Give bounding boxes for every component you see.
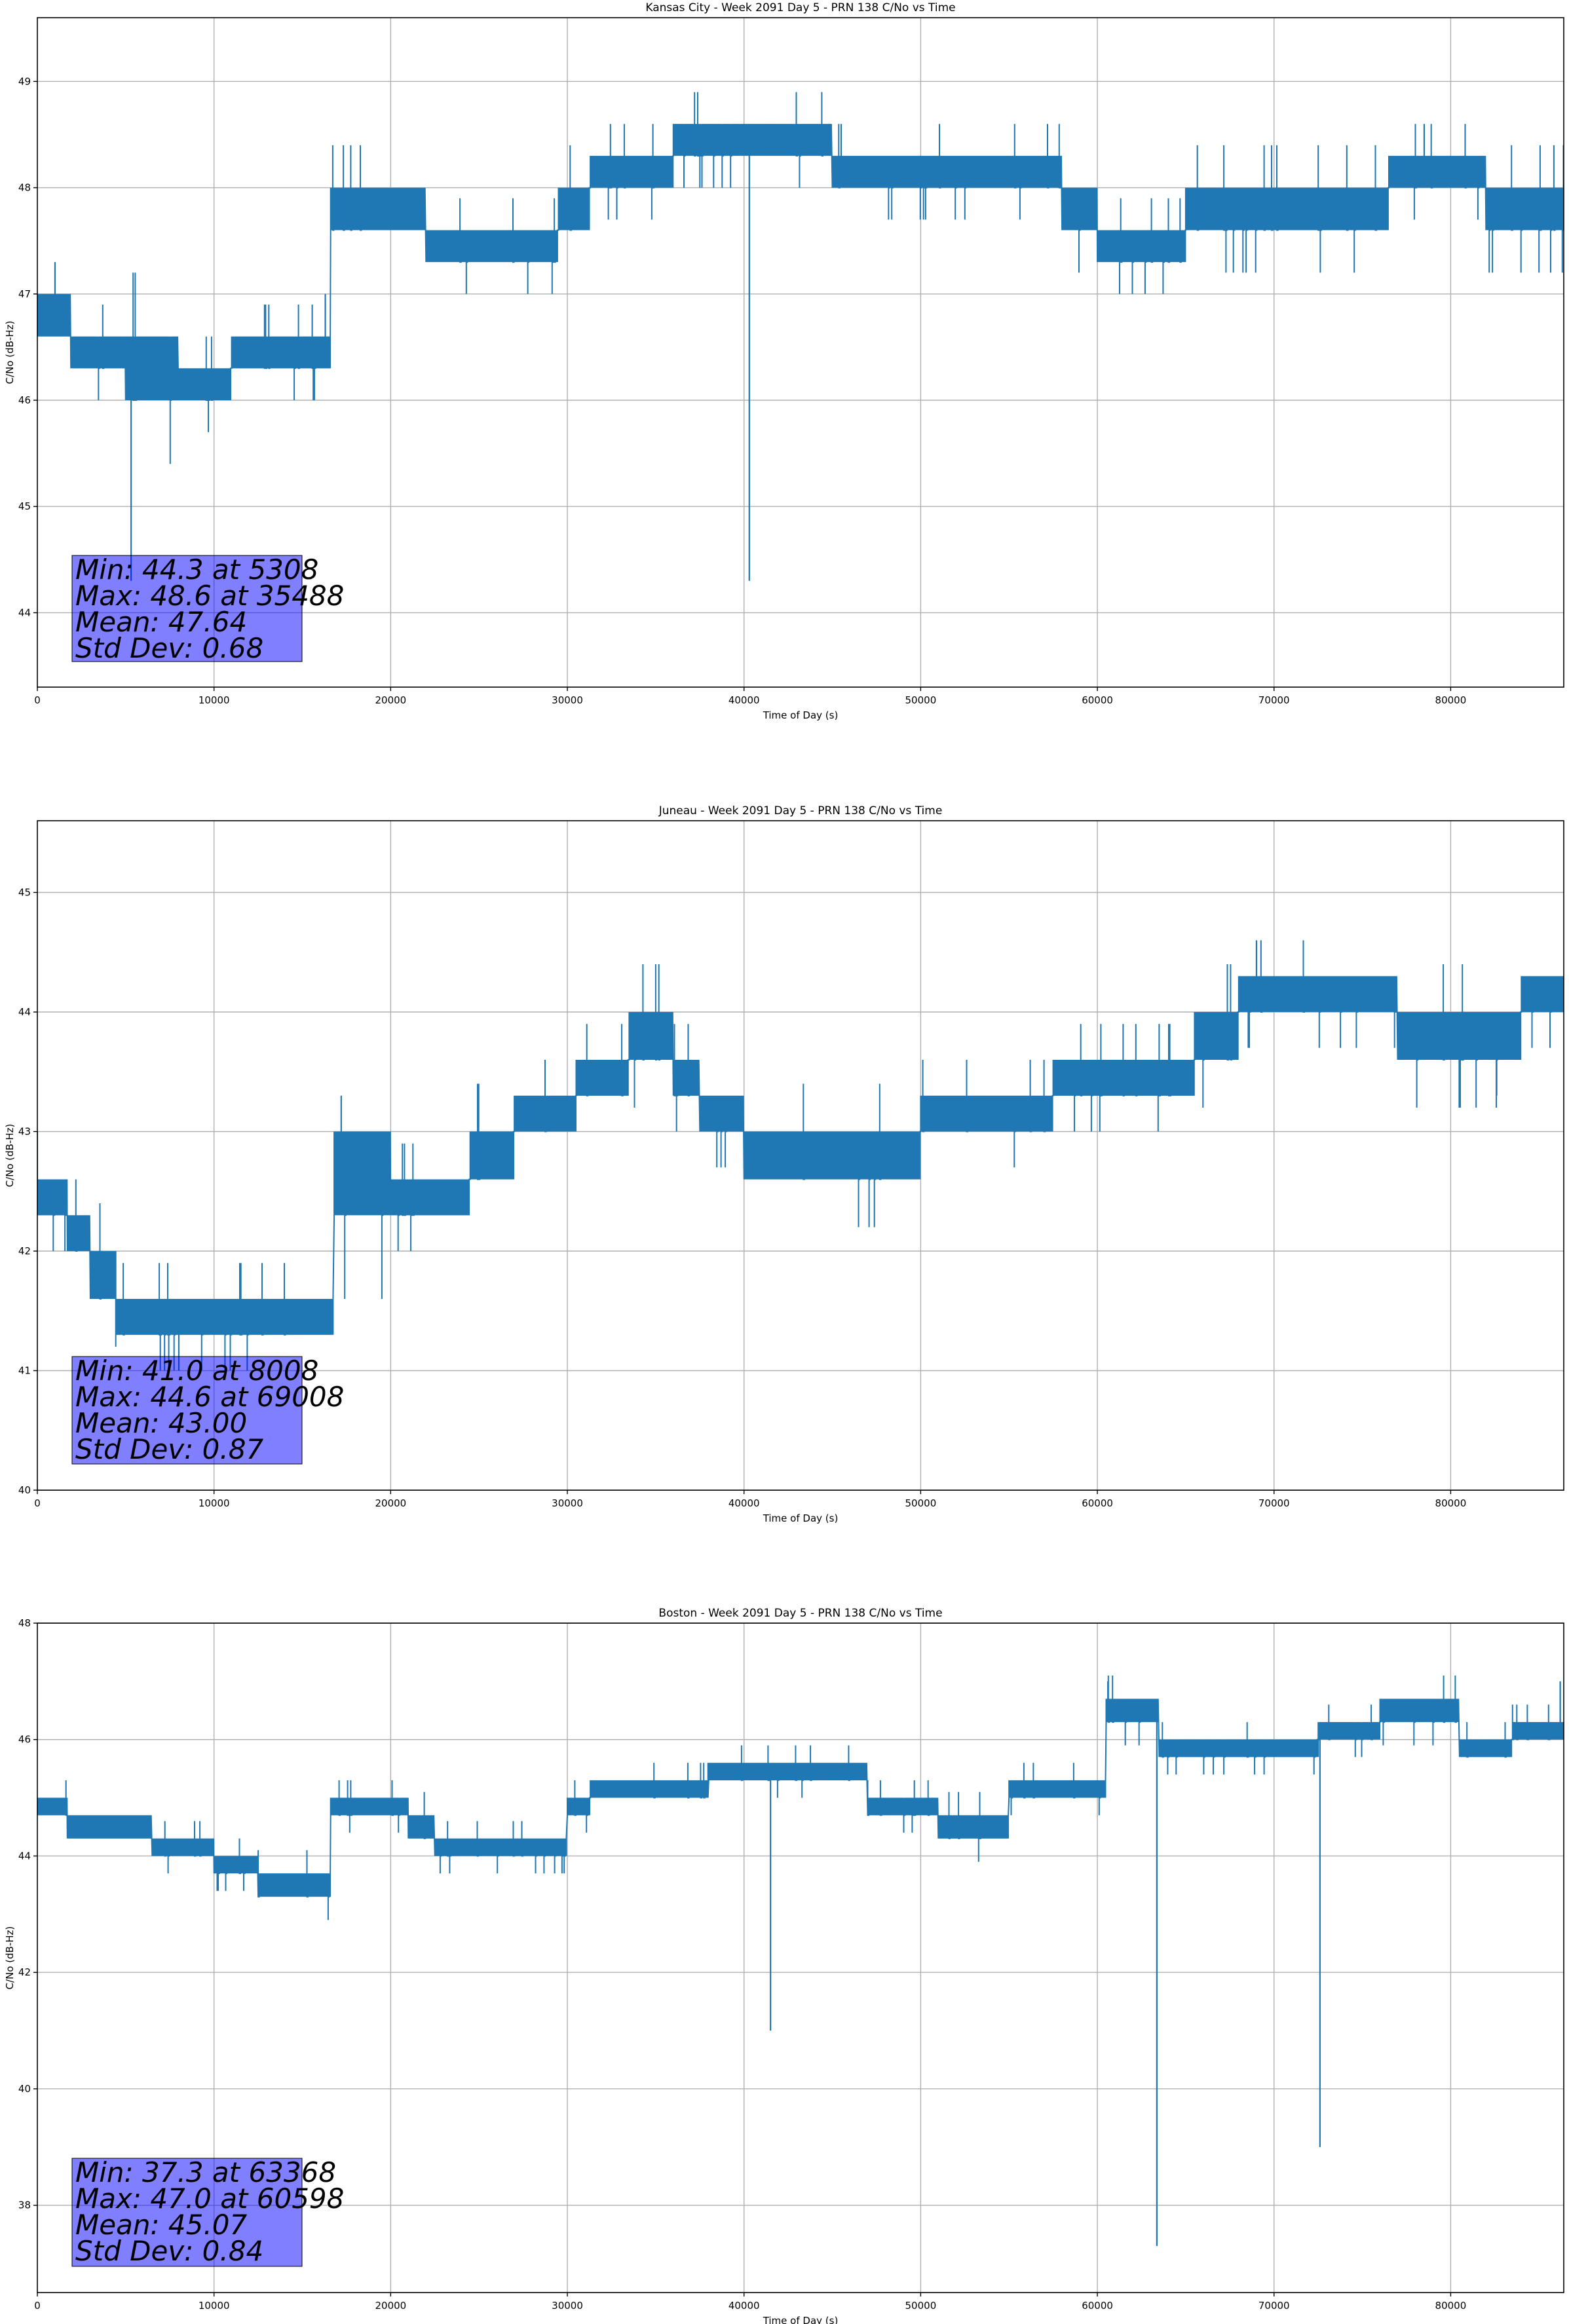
y-tick-label: 45 xyxy=(18,500,31,512)
y-tick-label: 46 xyxy=(18,394,31,406)
plot-frame xyxy=(37,17,1564,688)
x-axis-label: Time of Day (s) xyxy=(763,2315,839,2324)
y-tick-label: 48 xyxy=(18,1617,31,1629)
chart-panel-3: 0 10000 20000 30000 40000 50000 60000 70000 8000… xyxy=(4,1607,1564,2324)
x-tick-label: 10000 xyxy=(198,694,230,706)
x-tick-label: 0 xyxy=(34,2300,41,2312)
chart-panel-1: 0 10000 20000 30000 40000 50000 60000 70000 8000… xyxy=(4,1,1564,721)
y-tick-label: 42 xyxy=(18,1966,31,1978)
x-tick-label: 0 xyxy=(34,694,41,706)
y-tick-label: 41 xyxy=(18,1365,31,1377)
x-tick-label: 10000 xyxy=(198,2300,230,2312)
x-axis-label: Time of Day (s) xyxy=(763,709,839,721)
x-tick-label: 20000 xyxy=(375,694,406,706)
stats-line: Min: 41.0 at 8008 xyxy=(75,1355,318,1387)
chart-title: Boston - Week 2091 Day 5 - PRN 138 C/No … xyxy=(658,1607,942,1620)
x-tick-label: 20000 xyxy=(375,2300,406,2312)
y-tick-label: 43 xyxy=(18,1126,31,1138)
y-tick-label: 49 xyxy=(18,75,31,87)
stats-line: Std Dev: 0.84 xyxy=(75,2235,263,2267)
x-tick-label: 50000 xyxy=(905,1497,937,1509)
plot-frame xyxy=(37,820,1564,1491)
stats-line: Max: 47.0 at 60598 xyxy=(75,2183,344,2215)
x-tick-label: 80000 xyxy=(1435,1497,1467,1509)
stats-box xyxy=(71,1356,303,1465)
chart-title: Kansas City - Week 2091 Day 5 - PRN 138 … xyxy=(645,1,955,14)
stats-line: Min: 44.3 at 5308 xyxy=(75,553,318,586)
stats-line: Std Dev: 0.68 xyxy=(75,632,263,664)
x-tick-label: 40000 xyxy=(728,2300,760,2312)
x-tick-label: 60000 xyxy=(1082,1497,1113,1509)
x-tick-label: 50000 xyxy=(905,694,937,706)
x-tick-label: 0 xyxy=(34,1497,41,1509)
stats-box xyxy=(71,2158,303,2267)
x-tick-label: 50000 xyxy=(905,2300,937,2312)
x-tick-label: 60000 xyxy=(1082,694,1113,706)
stats-box xyxy=(71,555,303,662)
cno-series-line xyxy=(37,92,1564,464)
plot-frame xyxy=(37,1622,1564,2293)
x-tick-label: 80000 xyxy=(1435,2300,1467,2312)
x-tick-label: 20000 xyxy=(375,1497,406,1509)
y-tick-label: 40 xyxy=(18,2083,31,2095)
y-tick-label: 45 xyxy=(18,887,31,899)
y-tick-label: 44 xyxy=(18,1006,31,1018)
x-tick-label: 70000 xyxy=(1258,694,1290,706)
stats-line: Mean: 45.07 xyxy=(75,2209,247,2241)
stats-line: Min: 37.3 at 63368 xyxy=(75,2156,336,2188)
stats-line: Max: 48.6 at 35488 xyxy=(75,580,344,612)
y-tick-label: 44 xyxy=(18,607,31,618)
x-tick-label: 40000 xyxy=(728,1497,760,1509)
y-tick-label: 44 xyxy=(18,1850,31,1862)
y-tick-label: 42 xyxy=(18,1245,31,1257)
x-tick-label: 30000 xyxy=(552,1497,583,1509)
x-tick-label: 60000 xyxy=(1082,2300,1113,2312)
chart-title: Juneau - Week 2091 Day 5 - PRN 138 C/No … xyxy=(658,804,943,817)
x-tick-label: 10000 xyxy=(198,1497,230,1509)
x-tick-label: 70000 xyxy=(1258,1497,1290,1509)
y-axis-label: C/No (dB-Hz) xyxy=(4,1926,16,1990)
stats-line: Std Dev: 0.87 xyxy=(75,1433,263,1465)
cno-series-line xyxy=(37,1676,1564,1921)
y-tick-label: 38 xyxy=(18,2200,31,2211)
y-tick-label: 46 xyxy=(18,1734,31,1746)
x-tick-label: 40000 xyxy=(728,694,760,706)
y-tick-label: 47 xyxy=(18,288,31,300)
cno-series-line xyxy=(37,940,1564,1371)
x-tick-label: 30000 xyxy=(552,2300,583,2312)
stats-line: Mean: 43.00 xyxy=(75,1407,247,1439)
stats-line: Max: 44.6 at 69008 xyxy=(75,1381,344,1413)
stats-line: Mean: 47.64 xyxy=(75,606,247,638)
x-tick-label: 80000 xyxy=(1435,694,1467,706)
x-tick-label: 30000 xyxy=(552,694,583,706)
y-axis-label: C/No (dB-Hz) xyxy=(4,1124,16,1188)
chart-panel-2: 0 10000 20000 30000 40000 50000 60000 70000 8000… xyxy=(4,804,1564,1524)
y-axis-label: C/No (dB-Hz) xyxy=(4,321,16,384)
x-axis-label: Time of Day (s) xyxy=(763,1512,839,1524)
y-tick-label: 48 xyxy=(18,182,31,194)
x-tick-label: 70000 xyxy=(1258,2300,1290,2312)
y-tick-label: 40 xyxy=(18,1484,31,1496)
